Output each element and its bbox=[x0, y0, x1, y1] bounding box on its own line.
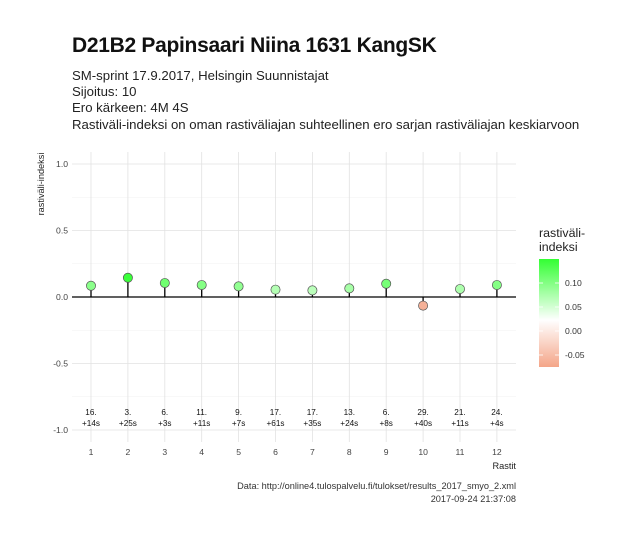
data-source-caption: Data: http://online4.tulospalvelu.fi/tul… bbox=[237, 481, 516, 491]
legend-tick-label: 0.00 bbox=[565, 326, 582, 336]
position-label: 24. bbox=[491, 408, 502, 417]
y-tick-label: 0.5 bbox=[56, 226, 68, 236]
x-tick-label: 6 bbox=[273, 447, 278, 457]
data-point bbox=[86, 280, 96, 291]
x-tick-label: 11 bbox=[456, 447, 465, 457]
position-label: 17. bbox=[307, 408, 318, 417]
legend-tick-label: -0.05 bbox=[565, 350, 585, 360]
time-diff-label: +25s bbox=[119, 419, 137, 428]
legend-tick-label: 0.05 bbox=[565, 302, 582, 312]
data-points bbox=[86, 272, 502, 311]
position-label: 6. bbox=[161, 408, 168, 417]
position-label: 17. bbox=[270, 408, 281, 417]
legend-title: rastiväli- indeksi bbox=[539, 226, 585, 254]
data-point bbox=[196, 280, 207, 290]
y-axis-ticks: 1.0 0.5 0.0 -0.5 -1.0 bbox=[53, 159, 68, 435]
time-diff-label: +40s bbox=[414, 419, 432, 428]
legend-title-line1: rastiväli- bbox=[539, 226, 586, 240]
time-diff-label: +61s bbox=[267, 419, 285, 428]
legend-tick-label: 0.10 bbox=[565, 278, 582, 288]
time-diff-label: +8s bbox=[379, 419, 392, 428]
position-label: 3. bbox=[124, 408, 131, 417]
time-diff-label: +11s bbox=[193, 419, 210, 428]
y-tick-label: -1.0 bbox=[53, 425, 68, 435]
position-label: 13. bbox=[344, 408, 355, 417]
y-tick-label: 0.0 bbox=[56, 292, 68, 302]
position-label: 9. bbox=[235, 408, 242, 417]
x-tick-label: 7 bbox=[310, 447, 315, 457]
data-point bbox=[418, 300, 429, 311]
data-point bbox=[233, 281, 244, 292]
position-label: 16. bbox=[85, 408, 96, 417]
time-diff-label: +3s bbox=[158, 419, 171, 428]
y-tick-label: 1.0 bbox=[56, 159, 68, 169]
x-tick-label: 3 bbox=[162, 447, 167, 457]
chart-subtitle-description: Rastiväli-indeksi on oman rastiväliajan … bbox=[72, 117, 580, 132]
y-tick-label: -0.5 bbox=[53, 359, 68, 369]
x-tick-label: 5 bbox=[236, 447, 241, 457]
legend-title-line2: indeksi bbox=[539, 240, 578, 254]
data-point bbox=[491, 280, 502, 290]
chart-title: D21B2 Papinsaari Niina 1631 KangSK bbox=[72, 34, 437, 57]
legend-ticks: 0.10 0.05 0.00 -0.05 bbox=[539, 278, 585, 360]
position-label: 21. bbox=[454, 408, 465, 417]
data-point bbox=[159, 278, 170, 288]
position-label: 11. bbox=[196, 408, 207, 417]
legend-colorbar bbox=[539, 259, 559, 367]
chart-subtitle-gap: Ero kärkeen: 4M 4S bbox=[72, 100, 189, 115]
time-diff-label: +11s bbox=[451, 419, 468, 428]
position-label: 29. bbox=[417, 408, 428, 417]
position-label: 6. bbox=[383, 408, 390, 417]
x-tick-label: 1 bbox=[89, 447, 94, 457]
x-tick-label: 9 bbox=[384, 447, 389, 457]
chart-subtitle-event: SM-sprint 17.9.2017, Helsingin Suunnista… bbox=[72, 68, 329, 83]
data-point bbox=[455, 284, 465, 294]
position-labels: 16. +14s 3. +25s 6. +3s 11. +11s 9. +7s 17. +61s 17.… bbox=[82, 408, 504, 428]
data-point bbox=[344, 283, 355, 294]
x-axis-title: Rastit bbox=[493, 461, 517, 471]
data-point bbox=[122, 272, 133, 283]
data-point bbox=[307, 285, 318, 296]
x-tick-label: 10 bbox=[418, 447, 428, 457]
data-point bbox=[270, 284, 281, 295]
time-diff-label: +14s bbox=[82, 419, 100, 428]
timestamp-caption: 2017-09-24 21:37:08 bbox=[430, 494, 516, 504]
x-tick-label: 12 bbox=[492, 447, 502, 457]
x-tick-label: 2 bbox=[126, 447, 131, 457]
data-point bbox=[381, 278, 392, 289]
x-axis-ticks: 1 2 3 4 5 6 7 8 9 10 11 12 bbox=[89, 447, 502, 457]
y-axis-title: rastiväli-indeksi bbox=[36, 153, 46, 216]
chart-subtitle-rank: Sijoitus: 10 bbox=[72, 84, 137, 99]
time-diff-label: +35s bbox=[303, 419, 321, 428]
time-diff-label: +24s bbox=[340, 419, 358, 428]
time-diff-label: +7s bbox=[232, 419, 245, 428]
time-diff-label: +4s bbox=[490, 419, 503, 428]
x-tick-label: 8 bbox=[347, 447, 352, 457]
x-tick-label: 4 bbox=[199, 447, 204, 457]
